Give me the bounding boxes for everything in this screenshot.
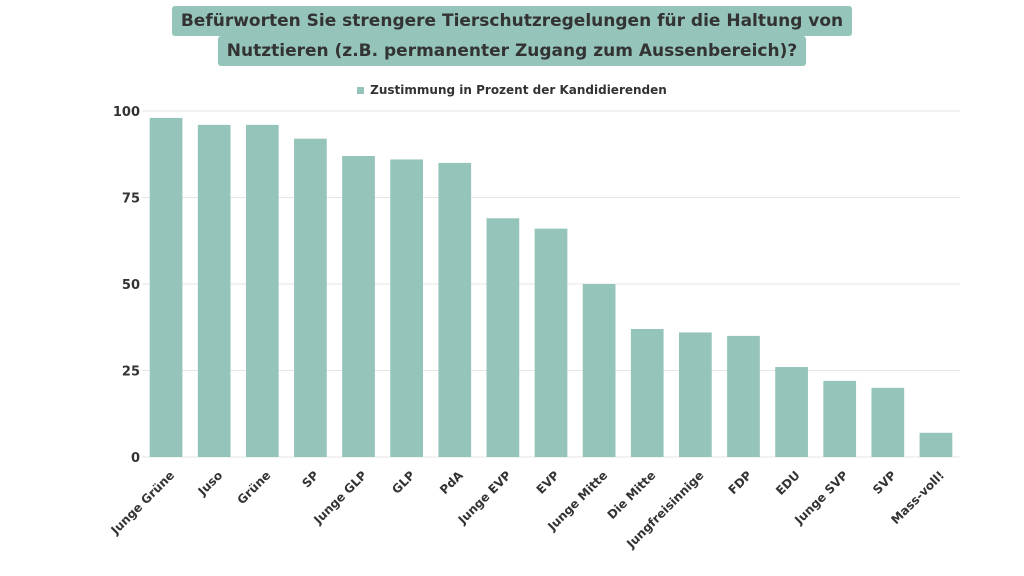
y-tick-label-50: 50 xyxy=(122,278,140,293)
x-tick-label-12: FDP xyxy=(726,468,755,497)
bar-10 xyxy=(630,328,664,457)
x-tick-label-15: SVP xyxy=(870,468,899,497)
chart-title: Befürworten Sie strengere Tierschutzrege… xyxy=(0,6,1024,66)
x-tick-label-13: EDU xyxy=(773,468,803,498)
bar-6 xyxy=(438,162,472,457)
legend-swatch xyxy=(357,86,365,94)
y-tick-label-25: 25 xyxy=(122,365,140,380)
x-tick-label-1: Juso xyxy=(195,468,226,499)
x-tick-label-2: Grüne xyxy=(235,468,274,507)
y-tick-label-100: 100 xyxy=(113,105,140,120)
x-tick-label-6: PdA xyxy=(437,468,466,497)
bar-9 xyxy=(582,284,616,457)
chart-title-line-2: Nutztieren (z.B. permanenter Zugang zum … xyxy=(217,36,807,66)
chart-legend: Zustimmung in Prozent der Kandidierenden xyxy=(0,83,1024,97)
bar-15 xyxy=(871,387,905,457)
bar-16 xyxy=(919,432,953,457)
legend-label: Zustimmung in Prozent der Kandidierenden xyxy=(370,83,667,97)
bar-5 xyxy=(390,159,424,457)
bar-3 xyxy=(294,138,327,457)
bar-2 xyxy=(245,124,279,457)
bar-14 xyxy=(823,380,857,457)
bar-7 xyxy=(486,218,520,457)
chart-title-line-1: Befürworten Sie strengere Tierschutzrege… xyxy=(171,6,853,36)
x-tick-label-8: EVP xyxy=(534,468,563,497)
bar-13 xyxy=(775,367,808,457)
x-tick-label-0: Junge Grüne xyxy=(108,468,178,538)
bar-1 xyxy=(197,124,231,457)
bar-11 xyxy=(678,332,712,457)
bar-12 xyxy=(727,335,760,457)
y-tick-label-75: 75 xyxy=(122,192,140,207)
x-tick-label-5: GLP xyxy=(389,468,418,497)
y-tick-label-0: 0 xyxy=(131,451,140,466)
bar-8 xyxy=(534,228,568,457)
bar-0 xyxy=(149,117,183,458)
bar-4 xyxy=(342,155,375,458)
x-tick-label-3: SP xyxy=(299,468,321,490)
